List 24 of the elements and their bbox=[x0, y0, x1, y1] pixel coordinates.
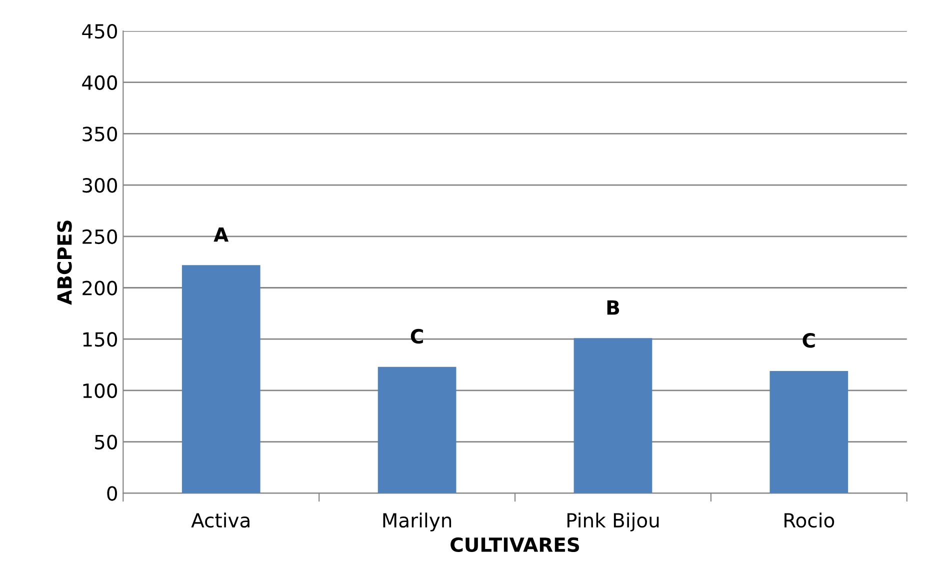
x-tick-label: Rocio bbox=[784, 512, 834, 528]
y-tick-label: 400 bbox=[82, 75, 118, 90]
bar bbox=[378, 366, 456, 494]
y-tick-label: 300 bbox=[82, 178, 118, 193]
bar bbox=[574, 338, 652, 494]
y-tick-label: 150 bbox=[83, 332, 118, 347]
x-axis-title: CULTIVARES bbox=[450, 537, 579, 552]
annotation: C bbox=[802, 333, 815, 348]
y-axis-title: ABCPES bbox=[57, 220, 72, 305]
y-tick-label: 350 bbox=[82, 126, 118, 142]
annotation: A bbox=[214, 227, 229, 242]
y-tick-label: 450 bbox=[82, 24, 118, 39]
annotation: C bbox=[410, 328, 423, 344]
y-tick-label: 250 bbox=[82, 229, 118, 244]
x-tick-label: Activa bbox=[191, 512, 250, 528]
bar bbox=[770, 370, 848, 494]
x-tick-label: Pink Bijou bbox=[567, 512, 659, 532]
x-tick-label: Marilyn bbox=[383, 512, 452, 532]
bar bbox=[182, 265, 260, 494]
y-tick-label: 0 bbox=[107, 486, 118, 501]
annotation: B bbox=[607, 300, 620, 315]
y-tick-label: 100 bbox=[83, 383, 118, 398]
y-tick-label: 200 bbox=[82, 280, 118, 296]
y-tick-label: 50 bbox=[95, 434, 118, 450]
